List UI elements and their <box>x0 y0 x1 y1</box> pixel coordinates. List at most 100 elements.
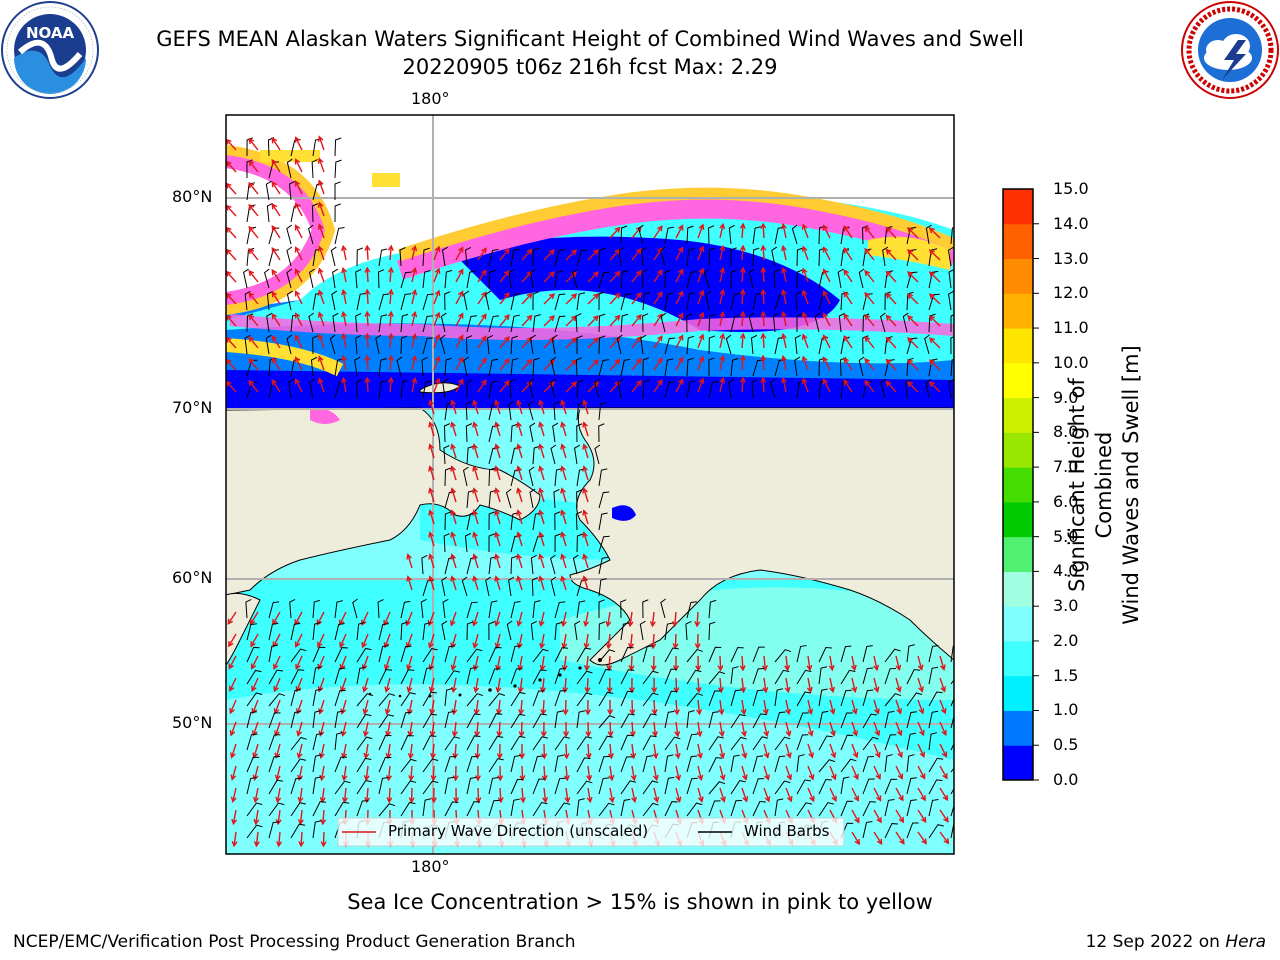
colorbar-tick-label: 1.5 <box>1053 665 1079 685</box>
wave-direction-arrow <box>273 677 281 692</box>
wave-arrow-head <box>942 773 948 780</box>
wave-arrow-head <box>875 795 882 802</box>
wind-barb <box>796 754 805 773</box>
wave-direction-arrow <box>429 444 435 459</box>
wind-barb <box>465 335 473 355</box>
wave-arrow-head <box>657 335 663 342</box>
wave-direction-arrow <box>741 677 745 692</box>
wave-arrow-head <box>538 575 544 582</box>
wave-direction-arrow <box>697 312 704 327</box>
wind-barb <box>355 334 362 355</box>
wave-arrow-head <box>614 270 621 277</box>
wind-barb <box>532 314 541 333</box>
wave-direction-arrow <box>318 268 325 283</box>
wave-arrow-head <box>318 730 325 737</box>
wave-direction-arrow <box>411 378 416 393</box>
wave-arrow-head <box>516 553 522 560</box>
wave-arrow-head <box>251 730 258 737</box>
wave-arrow-head <box>698 355 705 362</box>
wave-direction-arrow <box>782 268 787 283</box>
wind-barb <box>444 755 457 773</box>
wave-arrow-head <box>248 137 255 145</box>
wind-barb <box>246 824 263 839</box>
wind-barb <box>906 799 917 817</box>
wave-arrow-head <box>786 752 792 759</box>
wind-barb <box>422 798 432 817</box>
footer-date-text: 12 Sep 2022 on <box>1085 932 1226 952</box>
colorbar-segment <box>1003 571 1033 607</box>
wave-arrow-head <box>253 841 260 848</box>
wave-direction-arrow <box>864 226 875 239</box>
wave-direction-arrow <box>851 721 858 736</box>
wave-arrow-head <box>271 203 278 210</box>
wind-barb <box>334 181 341 201</box>
wind-barb <box>356 736 373 751</box>
wave-direction-arrow <box>322 809 325 825</box>
wave-direction-arrow <box>782 334 787 349</box>
wave-arrow-head <box>928 227 935 234</box>
wave-arrow-head <box>317 201 324 208</box>
wave-direction-arrow <box>741 655 744 671</box>
wind-barb <box>246 692 263 707</box>
wave-direction-arrow <box>366 289 369 305</box>
wave-arrow-head <box>271 137 278 144</box>
wave-arrow-head <box>918 708 925 715</box>
wave-direction-arrow <box>564 677 567 693</box>
wave-arrow-head <box>607 709 614 716</box>
wave-direction-arrow <box>561 532 567 547</box>
wave-direction-arrow <box>895 721 902 736</box>
wave-arrow-head <box>784 686 791 694</box>
wind-barb <box>686 755 698 773</box>
wave-direction-arrow <box>517 510 523 525</box>
wave-direction-arrow <box>782 378 787 393</box>
colorbar-segment <box>1003 397 1033 433</box>
wave-direction-arrow <box>451 554 457 569</box>
wind-barb <box>488 758 504 773</box>
wave-direction-arrow <box>342 290 347 305</box>
wave-direction-arrow <box>232 787 237 802</box>
wave-direction-arrow <box>607 611 611 626</box>
wave-direction-arrow <box>675 721 679 736</box>
wave-arrow-head <box>251 685 257 693</box>
wind-barb <box>510 601 521 619</box>
wave-direction-arrow <box>829 721 835 736</box>
wave-direction-arrow <box>521 337 533 349</box>
wave-direction-arrow <box>543 359 555 371</box>
wind-barb <box>791 224 798 245</box>
wave-direction-arrow <box>851 765 859 780</box>
wind-barb <box>400 335 408 355</box>
wave-direction-arrow <box>939 743 947 757</box>
wave-direction-arrow <box>433 378 440 393</box>
wave-arrow-head <box>582 399 588 406</box>
wave-arrow-head <box>586 796 593 804</box>
wind-barb <box>884 648 901 663</box>
wind-barb <box>928 666 939 685</box>
wave-arrow-head <box>592 337 599 344</box>
wave-direction-arrow <box>342 743 347 758</box>
wave-arrow-head <box>928 381 935 388</box>
wind-barb <box>906 692 923 707</box>
wave-direction-arrow <box>232 809 237 824</box>
wave-direction-arrow <box>917 787 926 801</box>
wind-barb <box>488 799 500 817</box>
wind-barb <box>840 776 850 795</box>
wave-direction-arrow <box>406 633 413 648</box>
wind-barb <box>510 713 526 729</box>
wave-direction-arrow <box>851 831 860 845</box>
wind-barb <box>708 247 716 267</box>
wave-arrow-head <box>895 664 902 672</box>
wind-barb <box>598 335 606 355</box>
wind-barb <box>466 445 474 465</box>
wind-barb <box>708 800 721 817</box>
wind-barb <box>642 780 659 795</box>
wave-arrow-head <box>320 841 327 848</box>
wind-barb <box>510 357 519 377</box>
wind-barb <box>444 645 456 663</box>
wave-arrow-head <box>571 381 578 388</box>
wave-arrow-head <box>271 225 278 232</box>
wave-arrow-head <box>583 665 590 672</box>
wave-direction-arrow <box>697 246 704 261</box>
wave-direction-arrow <box>807 699 812 714</box>
wave-arrow-head <box>928 359 935 366</box>
wind-barb <box>312 646 326 663</box>
